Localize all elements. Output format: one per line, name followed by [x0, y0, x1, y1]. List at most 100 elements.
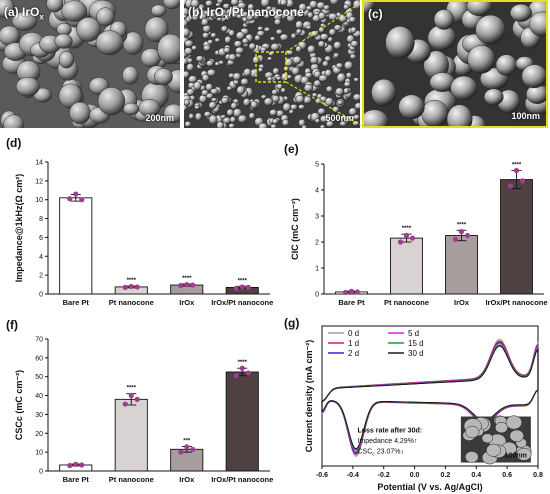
data-point [233, 285, 239, 291]
panel-label-g: (g) [284, 316, 300, 330]
data-point [178, 449, 184, 455]
data-point [128, 392, 134, 399]
x-tick-label: 0.4 [471, 472, 481, 479]
scale-bar-b: 500nm [325, 113, 354, 123]
bar [390, 237, 423, 295]
plot-frame [321, 325, 539, 467]
y-tick-label: 4 [39, 254, 43, 261]
annotation-line: CSCc 23.07%↓ [357, 448, 403, 457]
chart-e-cic: 0 1 2 3 4 5 Bare Pt **** Pt nanocone **** IrOx ****… [278, 150, 550, 315]
y-tick-label: 1 [315, 266, 319, 273]
y-tick-label: 0 [39, 292, 43, 299]
y-tick-label: 60 [35, 355, 43, 362]
data-point [464, 232, 471, 239]
chart-d-impedance: 0 2 4 6 8 10 12 14 Bare Pt **** Pt nanocone **** IrO… [0, 150, 275, 315]
significance-label: *** [183, 438, 191, 444]
y-tick-label: 10 [35, 197, 43, 204]
y-tick-label: 10 [35, 450, 43, 457]
x-tick-label: -0.4 [347, 472, 359, 479]
panel-label-f: (f) [6, 318, 18, 332]
data-point [184, 281, 190, 288]
category-label: IrOx/Pt nanocone [211, 475, 273, 484]
data-point [245, 284, 251, 290]
sem-image-zoom [364, 2, 546, 126]
x-axis-label: Potential (V vs. Ag/AgCl) [377, 482, 482, 492]
x-tick-label: 0.8 [533, 472, 543, 479]
panel-label-c: (c) [368, 7, 383, 21]
zoom-connector-lines [285, 1, 363, 127]
y-axis-label: CSCc (mC cm⁻²) [14, 370, 24, 440]
bar [114, 398, 148, 472]
panel-label-e: (e) [284, 142, 299, 156]
y-tick-label: 40 [35, 393, 43, 400]
sem-panel-c: (c) 100nm [362, 0, 548, 128]
zoom-region-box [255, 51, 287, 83]
panel-label-b: (b) IrOx/Pt nanocone [188, 5, 304, 22]
y-tick-label: 20 [35, 431, 43, 438]
x-tick-label: -0.2 [378, 472, 390, 479]
data-point [233, 373, 239, 379]
data-point [397, 239, 404, 245]
data-point [245, 370, 251, 376]
y-tick-label: 12 [35, 178, 43, 185]
y-tick-label: 5 [315, 162, 319, 169]
category-label: IrOx/Pt nanocone [485, 298, 547, 307]
scale-bar-c: 100nm [511, 111, 540, 121]
data-point [190, 446, 196, 452]
legend-label: 15 d [408, 339, 424, 348]
cv-curve [321, 345, 539, 450]
data-point [128, 283, 134, 290]
x-tick-label: 0.2 [441, 472, 451, 479]
data-point [122, 401, 128, 407]
sem-image-irox [0, 0, 180, 128]
category-label: Pt nanocone [384, 298, 429, 307]
data-point [73, 461, 79, 467]
y-tick-label: 4 [315, 188, 319, 195]
inset-sem-image [460, 415, 532, 465]
x-tick-label: 0.0 [410, 472, 420, 479]
sem-panel-a: (a) IrOx 200nm [0, 0, 180, 128]
significance-label: **** [457, 222, 467, 228]
y-tick-label: 2 [315, 240, 319, 247]
y-axis-label: Impedance@1kHz(Ω cm²) [14, 174, 24, 283]
legend-label: 5 d [408, 329, 419, 338]
y-tick-label: 50 [35, 374, 43, 381]
legend-label: 1 d [348, 339, 359, 348]
y-tick-label: 2 [39, 273, 43, 280]
data-point [354, 289, 361, 295]
legend-label: 30 d [408, 349, 424, 358]
data-point [79, 462, 85, 468]
bar [59, 197, 93, 295]
data-point [134, 284, 140, 290]
legend-label: 0 d [348, 329, 359, 338]
bar [225, 371, 259, 472]
category-label: IrOx [454, 298, 470, 307]
data-point [507, 183, 514, 189]
category-label: Pt nanocone [109, 475, 154, 484]
data-point [79, 197, 85, 203]
data-point [122, 284, 128, 290]
y-tick-label: 3 [315, 214, 319, 221]
y-tick-label: 0 [315, 292, 319, 299]
data-point [409, 235, 416, 241]
category-label: IrOx [179, 298, 195, 307]
y-tick-label: 30 [35, 412, 43, 419]
annotation-line: Loss rate after 30d: [357, 427, 422, 434]
significance-label: **** [127, 278, 137, 284]
data-point [452, 236, 459, 242]
data-point [239, 365, 245, 371]
category-label: Bare Pt [338, 298, 365, 307]
data-point [67, 462, 73, 469]
data-point [73, 191, 79, 197]
panel-label-a: (a) IrOx [4, 5, 44, 22]
x-tick-label: 0.6 [502, 472, 512, 479]
y-axis-label: Current density (mA cm⁻²) [304, 340, 314, 452]
data-point [190, 282, 196, 288]
significance-label: **** [238, 360, 248, 366]
data-point [513, 167, 520, 174]
chart-g-cv: -0.6 -0.4 -0.2 0.0 0.2 0.4 0.6 0.8 Potential (V … [278, 318, 550, 494]
data-point [178, 282, 184, 289]
category-label: Bare Pt [63, 475, 90, 484]
category-label: IrOx/Pt nanocone [211, 298, 273, 307]
chart-f-cscc: 0 10 20 30 40 50 60 70 Bare Pt **** Pt nanocone ***… [0, 325, 275, 490]
